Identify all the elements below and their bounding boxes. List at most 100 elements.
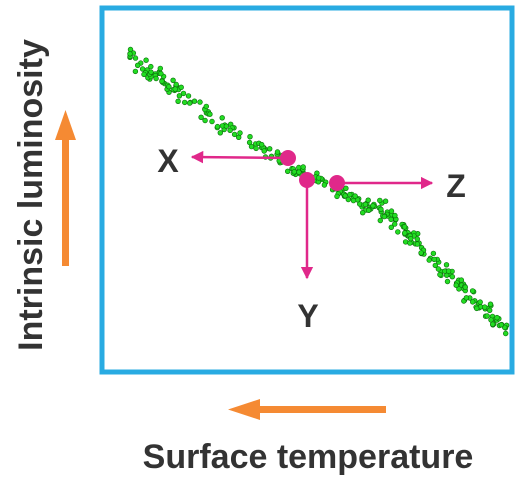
star-dot — [173, 81, 179, 88]
star-dot — [401, 224, 408, 230]
star-dot — [392, 221, 398, 227]
star-dot — [395, 229, 401, 235]
star-marker-x — [280, 150, 296, 166]
star-dot — [482, 304, 488, 310]
star-dot — [172, 86, 178, 92]
star-dot — [392, 212, 398, 219]
star-dot — [503, 330, 509, 337]
star-dot — [285, 168, 291, 175]
star-dot — [237, 130, 243, 136]
star-dot — [484, 313, 490, 319]
arrow-x-left — [190, 150, 289, 164]
star-dot — [300, 164, 306, 170]
star-dot — [388, 208, 395, 214]
star-dot — [431, 256, 437, 263]
star-dot — [178, 84, 184, 91]
star-dot — [463, 295, 470, 301]
star-dot — [469, 288, 476, 294]
star-dot — [378, 206, 384, 213]
star-dot — [139, 66, 146, 72]
star-dot — [444, 278, 451, 285]
star-dot — [407, 240, 413, 246]
star-dot — [202, 117, 208, 124]
star-dot — [362, 201, 369, 208]
star-dot — [435, 266, 442, 272]
star-dot — [253, 145, 259, 152]
star-dot — [158, 70, 164, 77]
star-dot — [449, 274, 455, 280]
star-dot — [214, 123, 221, 130]
star-dot — [370, 203, 376, 209]
star-dot — [274, 149, 281, 155]
star-dot — [342, 193, 348, 199]
star-dot — [182, 99, 188, 106]
star-dot — [127, 51, 133, 57]
star-scatter — [127, 46, 510, 337]
star-dot — [198, 114, 204, 121]
star-dot — [175, 98, 181, 105]
star-dot — [135, 62, 141, 69]
luminosity-direction-arrow — [55, 110, 76, 266]
star-dot — [141, 71, 147, 78]
star-dot — [414, 236, 420, 242]
star-dot — [132, 55, 139, 61]
star-dot — [350, 197, 357, 204]
arrow-group — [190, 150, 434, 280]
star-dot — [474, 305, 480, 312]
star-dot — [381, 213, 387, 220]
star-dot — [477, 299, 483, 305]
star-dot — [432, 262, 438, 269]
star-dot — [207, 111, 213, 117]
star-dot — [437, 271, 443, 278]
star-dot — [321, 182, 328, 188]
star-marker-z — [329, 175, 345, 191]
star-dot — [185, 93, 192, 99]
star-dot — [291, 169, 297, 175]
star-dot — [443, 262, 450, 268]
star-dot — [132, 68, 139, 75]
star-dot — [418, 250, 424, 256]
star-dot — [334, 193, 340, 200]
plot-frame — [99, 5, 515, 375]
star-dot — [366, 207, 372, 214]
label-z: Z — [446, 168, 466, 204]
star-dot — [487, 307, 493, 313]
star-dot — [170, 77, 176, 84]
star-dot — [267, 146, 273, 152]
star-dot — [157, 65, 164, 72]
star-dot — [445, 268, 452, 274]
star-dot — [365, 197, 371, 203]
star-dot — [408, 236, 414, 242]
star-dot — [180, 90, 187, 97]
star-dot — [209, 118, 215, 125]
star-dot — [377, 197, 383, 204]
star-dot — [490, 321, 496, 327]
star-dot — [458, 277, 465, 283]
star-dot — [347, 191, 353, 198]
star-dot — [197, 99, 203, 105]
star-dot — [426, 257, 432, 263]
star-dot — [456, 286, 462, 292]
star-marker-y — [299, 172, 315, 188]
star-dot — [203, 103, 210, 110]
star-dot — [248, 143, 255, 150]
star-dot — [402, 230, 408, 236]
star-dot — [176, 93, 183, 99]
label-y: Y — [297, 298, 318, 334]
star-dot — [414, 241, 421, 247]
star-dot — [219, 115, 225, 121]
temperature-direction-arrow — [228, 399, 386, 420]
star-dot — [360, 210, 366, 216]
star-dot — [430, 250, 437, 257]
star-dot — [352, 193, 358, 199]
star-dot — [316, 175, 322, 181]
star-dot — [148, 69, 154, 75]
y-axis-title: Intrinsic luminosity — [12, 39, 50, 351]
star-dot — [487, 301, 494, 307]
star-dot — [166, 83, 172, 90]
star-dot — [462, 284, 468, 290]
star-dot — [159, 78, 165, 85]
star-dot — [153, 75, 159, 82]
star-dot — [223, 123, 230, 129]
